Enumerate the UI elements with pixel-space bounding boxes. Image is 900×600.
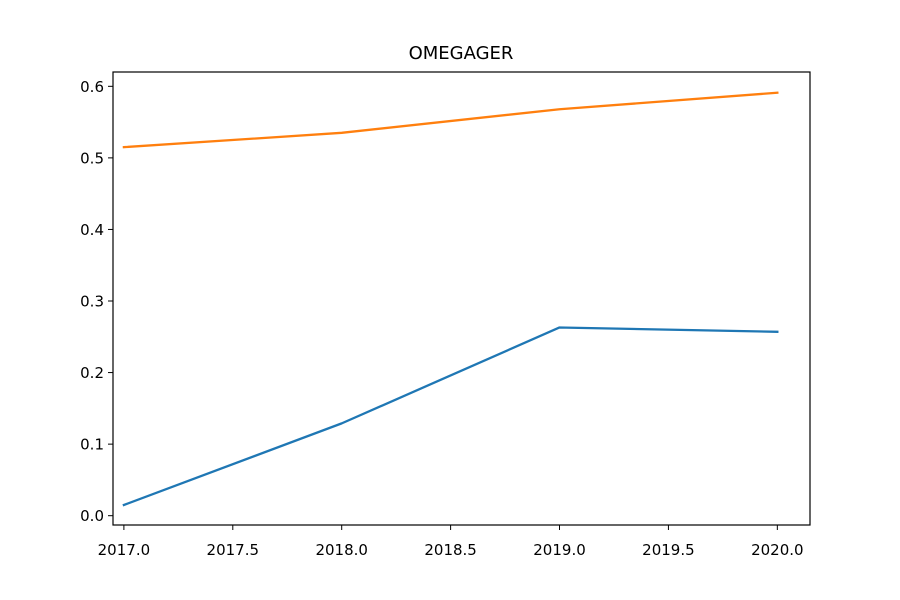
y-tick-label: 0.2 <box>80 364 104 382</box>
x-tick-label: 2018.0 <box>315 541 368 559</box>
series-layer <box>122 91 779 507</box>
chart-title: OMEGAGER <box>409 43 514 64</box>
y-axis: 0.0 0.1 0.2 0.3 0.4 0.5 0.6 <box>80 78 113 525</box>
x-tick-label: 2017.0 <box>98 541 151 559</box>
x-tick-label: 2019.5 <box>642 541 695 559</box>
plot-frame <box>112 71 811 526</box>
series-line-1 <box>122 326 779 507</box>
x-tick-label: 2018.5 <box>424 541 477 559</box>
x-tick-label: 2019.0 <box>533 541 586 559</box>
y-tick-label: 0.6 <box>80 78 104 96</box>
x-tick-label: 2017.5 <box>207 541 260 559</box>
y-tick-label: 0.3 <box>80 293 104 311</box>
x-axis: 2017.0 2017.5 2018.0 2018.5 2019.0 2019.5 2020… <box>98 525 804 559</box>
x-tick-label: 2020.0 <box>751 541 804 559</box>
y-tick-label: 0.1 <box>80 436 104 454</box>
y-tick-label: 0.4 <box>80 221 104 239</box>
y-tick-label: 0.5 <box>80 149 104 167</box>
y-tick-label: 0.0 <box>80 507 104 525</box>
series-line-2 <box>122 91 779 149</box>
